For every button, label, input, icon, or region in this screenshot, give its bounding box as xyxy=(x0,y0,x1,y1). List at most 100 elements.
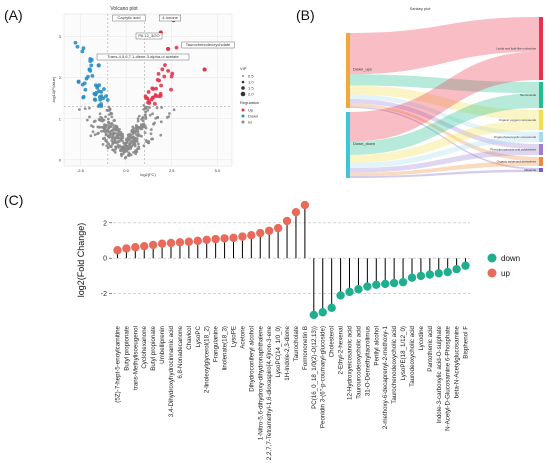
volcano-point xyxy=(129,135,132,139)
volcano-point xyxy=(136,117,140,121)
sankey-link xyxy=(350,161,539,177)
volcano-point xyxy=(105,98,110,102)
volcano-point xyxy=(88,106,91,110)
volcano-point xyxy=(134,139,138,143)
lollipop-x-label: Umbelliprenin xyxy=(159,325,166,363)
volcano-point xyxy=(158,94,163,98)
volcano-point xyxy=(167,115,171,119)
volcano-point xyxy=(81,95,86,100)
lollipop-dot xyxy=(184,237,194,246)
volcano-point xyxy=(93,133,97,137)
volcano-point xyxy=(143,106,147,110)
volcano-y-label: -log10(PValue) xyxy=(51,76,56,103)
lollipop-grid xyxy=(113,222,470,294)
volcano-point xyxy=(137,125,140,129)
volcano-point xyxy=(148,113,152,117)
volcano-point xyxy=(109,125,113,128)
volcano-grid xyxy=(64,14,232,166)
volcano-point xyxy=(129,147,133,150)
lollipop-dot xyxy=(211,234,220,244)
lollipop-dot xyxy=(407,273,417,282)
volcano-point xyxy=(139,126,143,129)
lollipop-dot xyxy=(193,236,202,246)
volcano-point xyxy=(77,108,81,111)
volcano-point xyxy=(88,115,91,119)
volcano-point xyxy=(106,146,110,150)
volcano-point xyxy=(106,124,110,127)
lollipop-x-label: Dihydroconiferyl alcohol xyxy=(248,326,255,392)
sankey-target-node xyxy=(539,168,543,172)
volcano-point xyxy=(146,90,151,94)
volcano-point xyxy=(107,135,111,139)
volcano-point xyxy=(122,150,126,154)
volcano-point xyxy=(142,122,146,126)
lollipop-x-label: 2-Ethyl-2-hexenal xyxy=(338,326,345,375)
panel-label-c: (C) xyxy=(4,192,23,208)
lollipop-dot xyxy=(220,234,229,243)
volcano-point xyxy=(98,112,102,116)
lollipop-dot xyxy=(140,241,149,251)
volcano-point xyxy=(151,87,155,91)
lollipop-y-tick-label: 0 xyxy=(103,256,107,263)
volcano-point xyxy=(113,138,116,141)
lollipop-x-label: 6,8-Nonadecanone xyxy=(177,325,184,378)
volcano-legend-reg-dot xyxy=(241,108,245,112)
volcano-x-tick: 5.0 xyxy=(215,168,221,173)
volcano-point xyxy=(155,106,159,110)
lollipop-legend: down up xyxy=(487,253,520,278)
sankey-link xyxy=(350,136,539,169)
volcano-point xyxy=(132,126,136,130)
volcano-point xyxy=(105,144,109,148)
lollipop-dot xyxy=(363,282,372,291)
volcano-point xyxy=(92,120,96,124)
volcano-point xyxy=(135,127,139,131)
lollipop-dot xyxy=(443,267,452,277)
volcano-point xyxy=(91,130,95,134)
volcano-plot: Volcano plot 0 1 2 3 -2.5 0.0 2.5 5.0 log2(FC)… xyxy=(51,6,259,177)
volcano-point xyxy=(162,74,167,79)
volcano-point xyxy=(112,119,116,122)
volcano-point xyxy=(126,133,130,137)
lollipop-dot xyxy=(354,285,363,294)
lollipop-y-ticks: -2 0 2 xyxy=(101,220,112,298)
sankey-link xyxy=(350,51,539,142)
lollipop-x-labels: (5Z)-7-hept-5-enoylcarnitine Butyl propio… xyxy=(114,325,469,460)
volcano-point xyxy=(114,128,118,132)
lollipop-dot xyxy=(291,207,301,217)
lollipop-legend-dot xyxy=(487,268,497,278)
volcano-highlight-point xyxy=(96,63,101,68)
volcano-highlight-point xyxy=(76,79,81,84)
volcano-point xyxy=(163,63,167,67)
volcano-y-tick: 2 xyxy=(59,75,62,80)
lollipop-x-label: Acetone xyxy=(239,325,246,348)
lollipop-x-label: 2-methoxy-6-decaprenyl-2-methoxy-1 xyxy=(382,325,389,429)
volcano-point xyxy=(102,125,106,129)
volcano-point xyxy=(155,77,160,82)
volcano-point xyxy=(85,118,89,122)
volcano-point xyxy=(113,124,117,128)
lollipop-x-label: (5Z)-7-hept-5-enoylcarnitine xyxy=(114,325,121,402)
lollipop-x-label: Peonidin 3-(6''-p-coumaryl-glucoside) xyxy=(320,326,327,428)
sankey-link xyxy=(350,85,539,120)
volcano-point xyxy=(132,130,136,133)
sankey-links xyxy=(350,17,539,178)
lollipop-dot xyxy=(157,239,167,248)
volcano-point xyxy=(99,94,104,99)
volcano-point xyxy=(97,131,100,135)
lollipop-dot xyxy=(175,238,185,247)
lollipop-dot xyxy=(247,231,256,240)
lollipop-x-label: Perillyl alcohol xyxy=(373,326,380,366)
lollipop-dot xyxy=(273,223,283,233)
sankey-source-node xyxy=(346,33,350,108)
volcano-point xyxy=(112,149,116,152)
volcano-point xyxy=(112,126,115,130)
lollipop-x-label: Butyl propionate xyxy=(150,325,157,370)
volcano-point xyxy=(113,141,117,144)
sankey-source-label: Down_ups xyxy=(353,67,372,72)
volcano-point xyxy=(128,152,132,156)
volcano-point xyxy=(142,103,146,107)
volcano-point xyxy=(130,144,134,148)
volcano-point xyxy=(140,123,144,127)
